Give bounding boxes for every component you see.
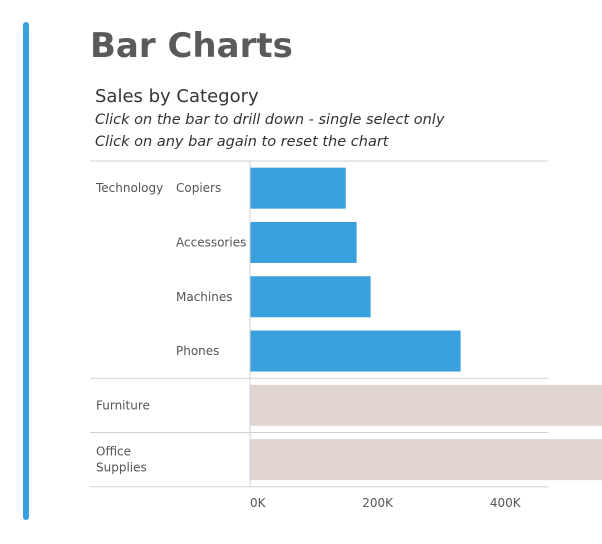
- x-tick-label: 200K: [362, 496, 394, 510]
- chart-subtitle-1: Click on the bar to drill down - single …: [95, 112, 445, 128]
- subcategory-label: Accessories: [176, 235, 246, 249]
- bar-accessories[interactable]: [250, 221, 357, 263]
- subcategory-label: Machines: [176, 290, 232, 304]
- category-label[interactable]: Office: [96, 445, 131, 459]
- bar-copiers[interactable]: [250, 167, 346, 209]
- x-tick-label: 0K: [250, 496, 267, 510]
- chart-subtitle-2: Click on any bar again to reset the char…: [95, 134, 389, 150]
- bar-phones[interactable]: [250, 330, 461, 372]
- bar-machines[interactable]: [250, 276, 371, 318]
- x-tick-label: 400K: [490, 496, 522, 510]
- bar-furniture[interactable]: [250, 384, 602, 426]
- accent-bar: [23, 22, 29, 520]
- subcategory-label: Copiers: [176, 181, 221, 195]
- page-title: Bar Charts: [90, 26, 293, 66]
- category-label[interactable]: Technology: [95, 181, 163, 195]
- category-label[interactable]: Supplies: [96, 461, 147, 475]
- subcategory-label: Phones: [176, 344, 219, 358]
- chart-title: Sales by Category: [95, 86, 259, 107]
- bar-office-supplies[interactable]: [250, 439, 602, 481]
- category-label[interactable]: Furniture: [96, 398, 150, 412]
